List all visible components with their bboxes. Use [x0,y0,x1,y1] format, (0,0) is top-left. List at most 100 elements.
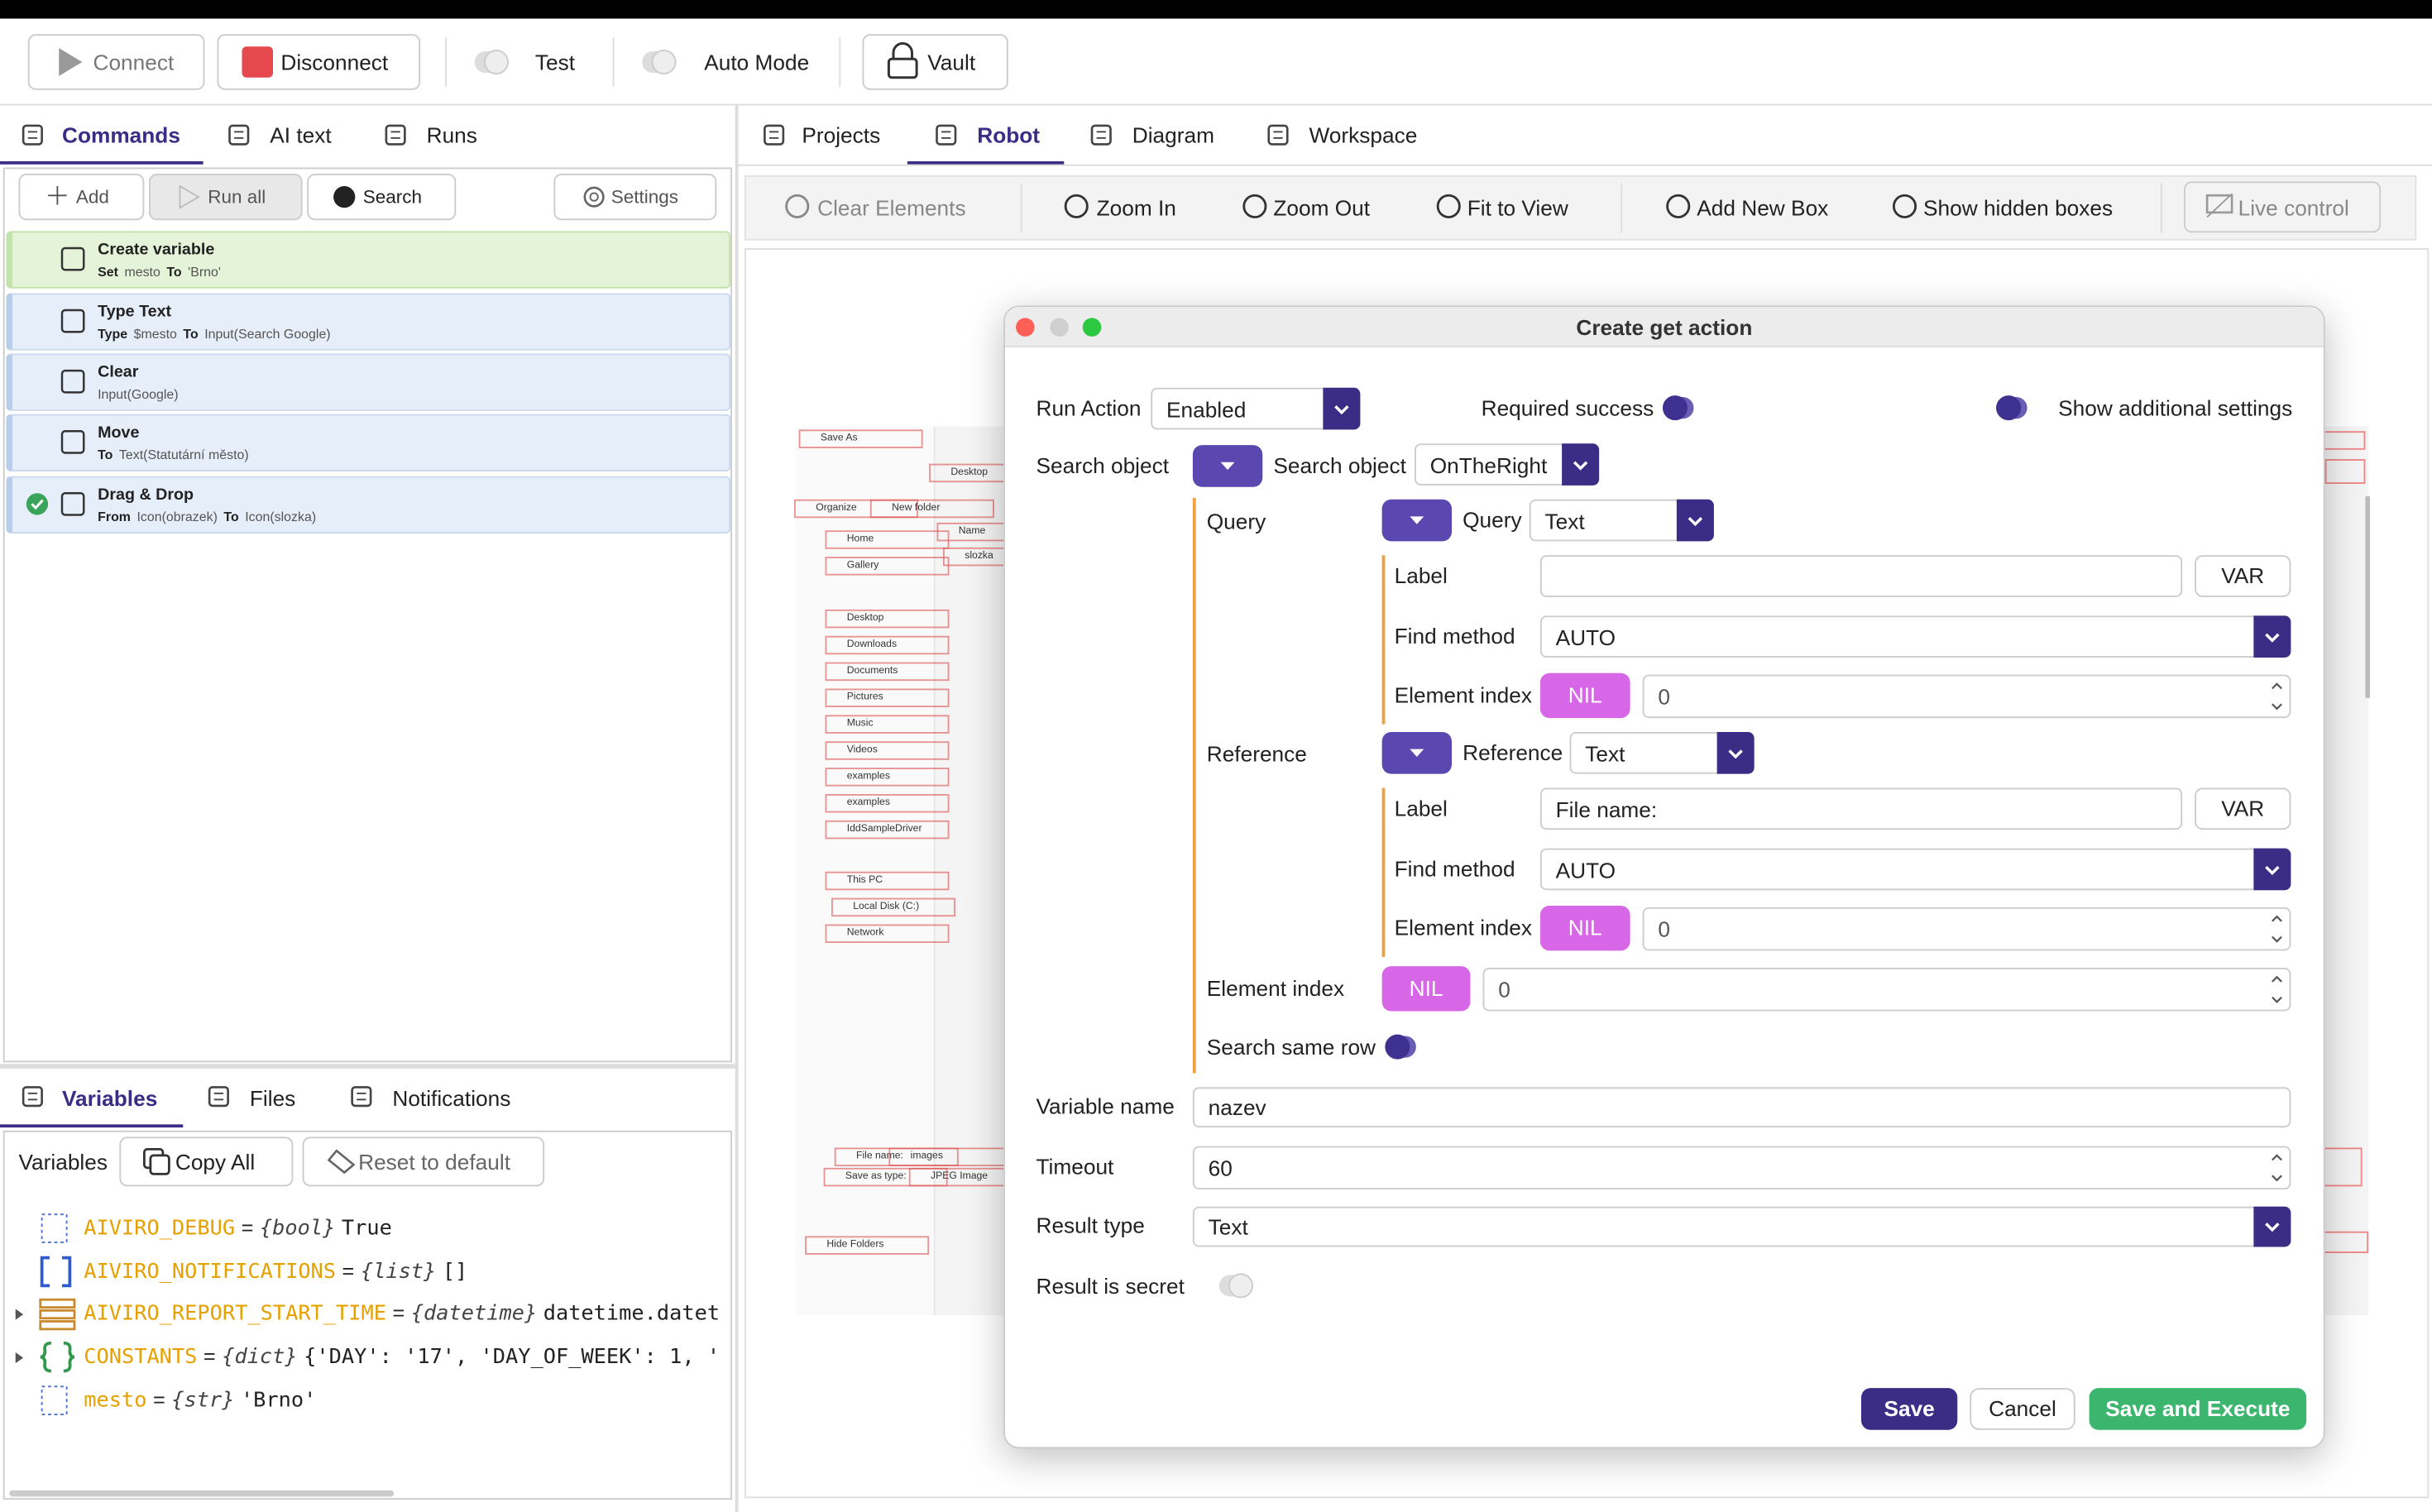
play-icon [179,184,200,209]
search-icon [333,186,356,208]
window-button[interactable] [1082,318,1102,337]
variable-value: {'DAY': '17', 'DAY_OF_WEEK': 1, ' [304,1344,721,1370]
field-label: Label [1394,562,1448,588]
preview-text: Organize [816,502,857,514]
settings-button[interactable] [553,174,717,221]
toggle-label: Auto Mode [704,50,810,74]
command-row[interactable] [6,353,731,411]
text-input[interactable] [1192,1146,2291,1190]
field-label: Timeout [1036,1154,1114,1179]
vault-button[interactable] [862,34,1008,90]
text-input[interactable] [1642,907,2291,951]
nil-button[interactable]: NIL [1539,672,1630,719]
preview-text: examples [846,797,890,808]
tab[interactable]: Commands [62,122,180,148]
copy-all-button[interactable] [119,1136,294,1187]
preview-text: Videos [846,744,878,756]
button-label: Reset to default [358,1149,510,1175]
tab[interactable]: Diagram [1132,122,1214,148]
toolbar-button[interactable]: Fit to View [1467,195,1568,221]
tab[interactable]: AI text [270,122,332,148]
preview-box [2324,459,2366,484]
search-button[interactable] [307,174,457,221]
dropdown-button[interactable] [2253,848,2291,891]
dropdown-button[interactable] [1562,443,1600,486]
select-field[interactable] [1192,1206,2291,1247]
toolbar-button[interactable]: Clear Elements [817,195,966,221]
toggle-knob [651,50,677,74]
reset-button[interactable] [302,1136,545,1187]
variable-row: AIVIRO_DEBUG = {bool} True [84,1213,735,1244]
gear-icon [583,186,605,208]
eraser-icon [327,1149,356,1175]
divider [738,164,2432,166]
command-row[interactable] [6,414,731,471]
button-label: Run all [208,186,266,208]
dropdown-button[interactable] [1716,732,1755,774]
input-value: 0 [1498,977,1510,1002]
text-input[interactable] [1482,968,2291,1012]
monitor-icon [2205,193,2233,218]
variable-type-icon [41,1385,68,1415]
select-field[interactable] [1539,848,2291,891]
add-button[interactable] [18,174,145,221]
nil-button[interactable]: NIL [1381,966,1471,1012]
commands-panel [2,167,732,1063]
command-row[interactable] [6,293,731,351]
command-icon [60,309,85,333]
caret-icon [1410,516,1424,524]
tab[interactable]: Variables [62,1085,158,1111]
tab-icon [22,1086,43,1108]
toolbar-button[interactable]: Show hidden boxes [1923,195,2114,221]
preview-element-box [825,715,950,734]
cancel-button[interactable]: Cancel [1970,1388,2075,1430]
preview-text: examples [846,770,890,782]
run-all-button[interactable] [149,174,303,221]
text-input[interactable] [1192,1087,2291,1128]
text-input[interactable] [1642,674,2291,719]
expand-arrow [15,1309,24,1320]
chevron-icon [1728,749,1743,758]
button-label: Connect [93,50,175,74]
tab[interactable]: Workspace [1309,122,1418,148]
window-button[interactable] [1016,318,1035,337]
command-row[interactable] [6,476,731,534]
save-button[interactable]: Save [1861,1388,1958,1430]
tab[interactable]: Runs [426,122,477,148]
dropdown-button[interactable] [2253,615,2291,658]
tab[interactable]: Projects [802,122,881,148]
separator [445,37,447,87]
select-field[interactable] [1539,615,2291,658]
toolbar-button[interactable]: Zoom In [1096,195,1176,221]
preview-element-box [794,499,918,519]
live-control-button[interactable] [2184,181,2382,233]
connect-button[interactable] [27,34,205,90]
preview-element-box [825,635,950,655]
expand-arrow [15,1352,24,1364]
button-label: Settings [610,186,679,208]
preview-element-box [825,794,950,813]
tab[interactable]: Notifications [392,1085,511,1111]
text-input[interactable] [1539,555,2183,597]
text-input[interactable] [1539,787,2183,830]
copy-icon [142,1147,170,1175]
toolbar-button[interactable]: Add New Box [1697,195,1829,221]
variable-type: {list} [360,1259,437,1285]
preview-element-box [825,557,950,576]
separator [612,37,615,87]
var-button[interactable] [2195,787,2291,830]
command-row[interactable] [6,231,731,289]
window-button[interactable] [1050,318,1069,337]
detail-text: mesto [124,263,160,280]
toolbar-button[interactable]: Zoom Out [1273,195,1371,221]
var-button[interactable] [2195,555,2291,597]
tab[interactable]: Files [249,1085,296,1111]
save-execute-button[interactable]: Save and Execute [2089,1388,2307,1430]
nil-button[interactable]: NIL [1539,906,1630,951]
dropdown-button[interactable] [1676,499,1714,542]
tab[interactable]: Robot [977,122,1041,148]
preview-text: Music [846,718,874,730]
dropdown-button[interactable] [2253,1206,2291,1247]
dropdown-button[interactable] [1323,387,1361,430]
variable-type-icon [40,1341,75,1373]
